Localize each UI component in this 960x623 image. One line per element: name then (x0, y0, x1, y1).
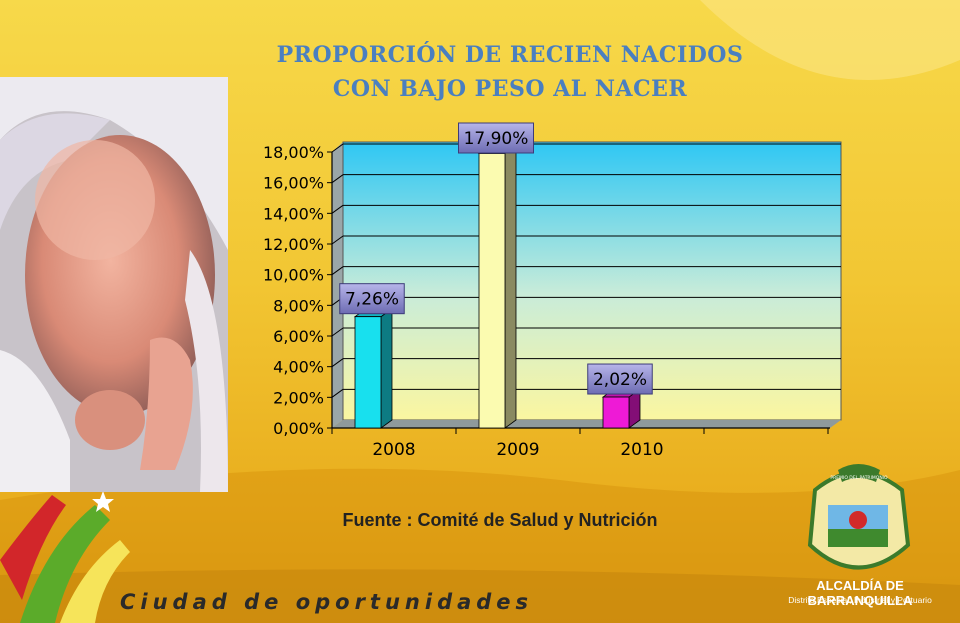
logo-banner-text: PREMIO DEL PATRIMONIO (830, 475, 888, 481)
bottom-band (0, 569, 960, 623)
barranquilla-coat-of-arms: PREMIO DEL PATRIMONIO (807, 464, 911, 570)
y-tick-label: 0,00% (273, 419, 324, 438)
bar (478, 153, 506, 429)
brand-stripe-yellow (60, 540, 130, 623)
baby-photo (0, 77, 228, 492)
gridline-side (331, 388, 344, 398)
gridline-side (331, 204, 344, 214)
chart-title-line-1: PROPORCIÓN DE RECIEN NACIDOS (276, 42, 744, 68)
gridline-side (331, 174, 344, 184)
bar-side (380, 307, 393, 429)
y-tick-label: 2,00% (273, 388, 324, 407)
data-label: 2,02% (593, 370, 647, 390)
brand-stripe-green (20, 505, 110, 623)
y-tick-label: 8,00% (273, 296, 324, 315)
y-tick-label: 14,00% (263, 204, 324, 223)
data-label-box (339, 283, 405, 315)
bar (602, 396, 630, 429)
gridline-side (331, 266, 344, 276)
gridline-side (331, 358, 344, 368)
source-note: Fuente : Comité de Salud y Nutrición (342, 510, 658, 530)
chart-back-wall-side (332, 142, 343, 428)
gridline-side (331, 143, 344, 153)
y-tick-label: 16,00% (263, 174, 324, 193)
bar (354, 316, 382, 429)
brand-stripe-red (0, 495, 66, 600)
bar-chart: 0,00% 2,00% 4,00% 6,00% 8,00% 10,00% 12,00% 14,… (263, 122, 842, 460)
data-label-box (458, 122, 534, 154)
x-category-label: 2009 (496, 440, 539, 460)
logo-name: ALCALDÍA DE BARRANQUILLA (807, 578, 913, 608)
data-label: 7,26% (345, 290, 399, 310)
x-category-label: 2010 (620, 440, 663, 460)
y-tick-label: 10,00% (263, 266, 324, 285)
data-label: 17,90% (464, 129, 529, 149)
slogan: Ciudad de oportunidades (120, 590, 534, 614)
gridline-side (331, 235, 344, 245)
background-wave-right (700, 0, 960, 80)
y-tick-label: 4,00% (273, 358, 324, 377)
data-label-box (587, 363, 653, 395)
y-tick-label: 6,00% (273, 327, 324, 346)
star-icon (92, 491, 114, 512)
bar-side (504, 144, 517, 429)
chart-floor (332, 420, 841, 428)
gridline-side (331, 327, 344, 337)
y-tick-label: 18,00% (263, 143, 324, 162)
y-tick-label: 12,00% (263, 235, 324, 254)
chart-title-line-2: CON BAJO PESO AL NACER (332, 76, 688, 102)
x-category-label: 2008 (372, 440, 415, 460)
logo-subtitle: Distrito Especial, Industrial y Portuari… (788, 595, 932, 605)
